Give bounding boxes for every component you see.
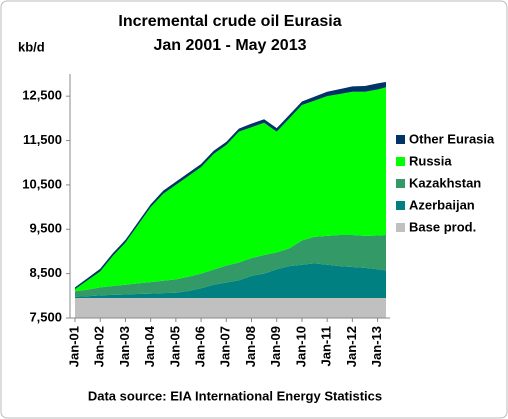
y-tick-label: 8,500: [29, 265, 62, 280]
x-tick-label: Jan-04: [142, 325, 157, 367]
x-tick-label: Jan-03: [117, 326, 132, 367]
y-axis-label: kb/d: [18, 39, 45, 54]
x-tick-label: Jan-11: [319, 326, 334, 366]
legend-label: Azerbaijan: [409, 197, 475, 212]
x-tick-label: Jan-05: [167, 326, 182, 367]
x-tick-label: Jan-13: [369, 326, 384, 367]
legend-swatch: [396, 223, 405, 232]
legend-swatch: [396, 179, 405, 188]
x-tick-label: Jan-06: [193, 326, 208, 367]
legend-swatch: [396, 135, 405, 144]
legend-label: Other Eurasia: [409, 131, 495, 146]
x-tick-label: Jan-02: [92, 326, 107, 367]
legend-label: Russia: [409, 153, 452, 168]
x-tick-label: Jan-09: [268, 326, 283, 367]
x-tick-label: Jan-08: [243, 326, 258, 367]
area: [75, 263, 386, 299]
x-tick-label: Jan-12: [344, 326, 359, 367]
x-tick-label: Jan-10: [293, 326, 308, 367]
x-tick-label: Jan-07: [218, 326, 233, 367]
y-tick-label: 11,500: [23, 132, 62, 147]
y-tick-label: 12,500: [22, 88, 62, 103]
source-note: Data source: EIA International Energy St…: [88, 388, 382, 403]
legend-swatch: [396, 157, 405, 166]
y-tick-label: 7,500: [29, 309, 62, 324]
area: [75, 87, 386, 292]
chart-title: Incremental crude oil Eurasia: [118, 13, 341, 30]
area: [75, 235, 386, 297]
area: [75, 298, 386, 318]
legend-swatch: [396, 201, 405, 210]
y-tick-label: 9,500: [29, 221, 62, 236]
legend-label: Kazakhstan: [409, 175, 481, 190]
x-tick-label: Jan-01: [66, 326, 81, 367]
chart-subtitle: Jan 2001 - May 2013: [154, 37, 307, 54]
y-tick-label: 10,500: [22, 176, 62, 191]
legend-label: Base prod.: [409, 219, 476, 234]
